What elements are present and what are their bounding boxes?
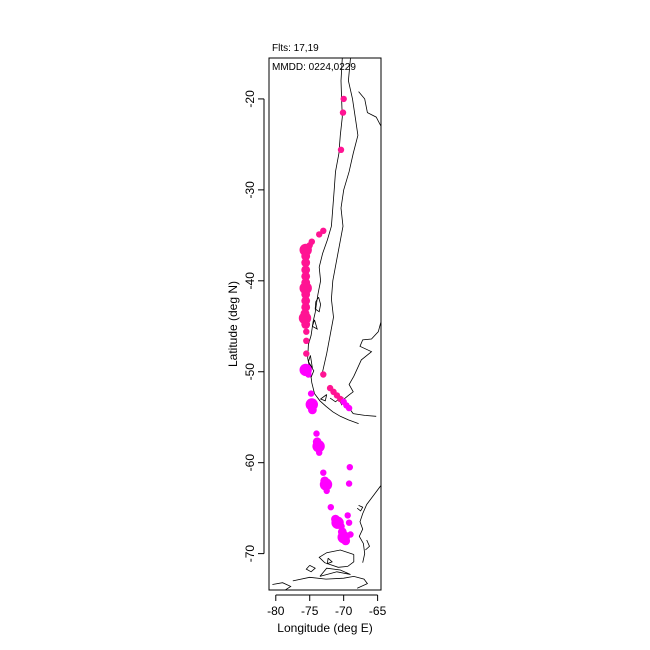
data-point-series1-12 xyxy=(320,469,327,476)
coastline-line-0 xyxy=(307,58,359,424)
data-point-series0-22 xyxy=(303,350,310,357)
data-point-series0-23 xyxy=(320,371,327,378)
axes: -80 -75 -70 -65 -20 -30 -40 -50 -60 -70 xyxy=(243,90,387,618)
data-point-series0-1 xyxy=(339,109,347,116)
data-point-series0-11 xyxy=(301,271,311,281)
coastline-line-17 xyxy=(356,505,364,512)
data-point-series0-20 xyxy=(303,328,310,335)
coastline-line-18 xyxy=(365,539,370,551)
data-point-series1-26 xyxy=(341,536,351,546)
data-point-series1-5 xyxy=(307,390,315,397)
y-tick-label-3: -50 xyxy=(243,363,257,381)
x-tick-label-0: -80 xyxy=(267,604,285,618)
coastline-line-8 xyxy=(319,394,328,402)
coastline-line-5 xyxy=(314,296,322,313)
x-tick-label-1: -75 xyxy=(301,604,319,618)
coastline-line-10 xyxy=(358,485,381,563)
y-tick-label-1: -30 xyxy=(243,181,257,199)
y-tick-label-2: -40 xyxy=(243,272,257,290)
coastline-line-3 xyxy=(342,321,381,417)
y-tick-label-4: -60 xyxy=(243,454,257,472)
data-point-series0-3 xyxy=(320,227,327,234)
data-point-series0-2 xyxy=(337,146,345,153)
plot-frame xyxy=(268,57,382,591)
coastline-line-16 xyxy=(326,557,333,565)
data-point-series0-4 xyxy=(316,231,323,238)
dates-annotation: MMDD: 0224,0229 xyxy=(272,62,356,73)
coastline-line-13 xyxy=(319,567,351,577)
flights-annotation: Flts: 17,19 xyxy=(272,43,319,54)
y-tick-label-0: -20 xyxy=(243,90,257,108)
data-point-series1-14 xyxy=(319,478,333,491)
x-tick-label-2: -70 xyxy=(335,604,353,618)
data-point-series0-14 xyxy=(301,290,311,299)
data-point-series1-11 xyxy=(316,449,323,456)
data-point-series1-8 xyxy=(313,430,320,437)
data-point-series0-21 xyxy=(303,337,310,344)
coastline-line-1 xyxy=(322,58,359,372)
data-point-series0-19 xyxy=(301,320,311,329)
y-tick-label-5: -70 xyxy=(243,545,257,563)
x-tick-label-3: -65 xyxy=(369,604,387,618)
data-point-series1-22 xyxy=(344,512,351,519)
data-points xyxy=(298,95,354,546)
data-point-series1-27 xyxy=(347,531,354,538)
data-point-series0-10 xyxy=(301,265,311,275)
data-point-series1-15 xyxy=(323,487,330,495)
data-point-series1-7 xyxy=(308,405,317,415)
coastline-line-15 xyxy=(305,565,316,573)
data-point-series1-23 xyxy=(345,519,353,526)
coastline-line-11 xyxy=(318,549,355,568)
coastline-map xyxy=(272,58,381,590)
data-point-series0-7 xyxy=(299,243,312,257)
coastline-line-6 xyxy=(311,319,318,330)
data-point-series0-9 xyxy=(301,258,311,267)
data-point-series0-13 xyxy=(299,281,312,295)
coastline-line-2 xyxy=(358,91,381,127)
data-point-series1-4 xyxy=(345,404,353,412)
data-point-series1-16 xyxy=(346,464,353,471)
data-point-series1-10 xyxy=(312,440,325,453)
y-axis-label: Latitude (deg N) xyxy=(226,281,240,367)
data-point-series0-15 xyxy=(301,296,311,306)
data-point-series1-18 xyxy=(327,504,334,511)
data-point-series0-0 xyxy=(340,95,347,103)
coastline-line-14 xyxy=(272,582,292,590)
data-point-series0-8 xyxy=(301,251,311,261)
coastline-line-12 xyxy=(292,575,369,589)
data-point-series1-1 xyxy=(305,371,312,378)
x-axis-label: Longitude (deg E) xyxy=(277,621,372,635)
data-point-series1-17 xyxy=(345,480,353,487)
